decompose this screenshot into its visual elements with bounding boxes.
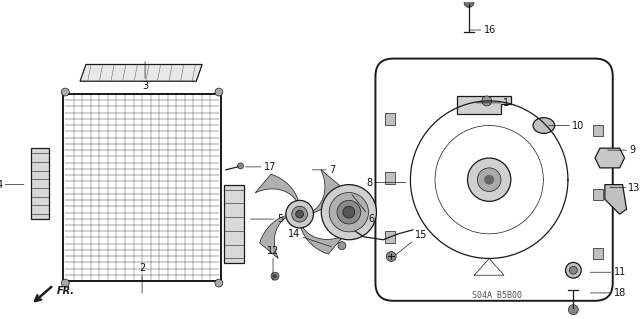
Polygon shape xyxy=(224,185,243,263)
Polygon shape xyxy=(31,148,49,219)
Bar xyxy=(593,248,603,259)
Text: 3: 3 xyxy=(142,62,148,91)
Text: 1: 1 xyxy=(477,98,509,108)
Circle shape xyxy=(477,168,501,191)
Text: 10: 10 xyxy=(548,121,584,130)
Text: 8: 8 xyxy=(366,178,406,188)
Text: 18: 18 xyxy=(590,288,626,298)
Circle shape xyxy=(286,200,314,228)
Circle shape xyxy=(215,88,223,96)
Circle shape xyxy=(482,96,492,106)
Polygon shape xyxy=(457,96,511,114)
Text: 17: 17 xyxy=(246,162,276,172)
Polygon shape xyxy=(307,170,340,214)
Bar xyxy=(385,172,395,184)
Circle shape xyxy=(329,192,369,232)
Text: 5: 5 xyxy=(250,214,283,224)
Circle shape xyxy=(61,279,69,287)
Text: 16: 16 xyxy=(470,25,496,35)
Polygon shape xyxy=(260,214,292,258)
Circle shape xyxy=(484,175,494,185)
Polygon shape xyxy=(595,148,625,168)
Text: 2: 2 xyxy=(139,263,145,293)
Circle shape xyxy=(387,252,396,261)
Text: 13: 13 xyxy=(610,182,640,193)
Circle shape xyxy=(61,88,69,96)
Circle shape xyxy=(570,266,577,274)
Text: 4: 4 xyxy=(0,180,24,189)
Circle shape xyxy=(338,242,346,249)
Bar xyxy=(593,124,603,136)
Circle shape xyxy=(337,200,361,224)
Polygon shape xyxy=(605,185,627,214)
Text: 9: 9 xyxy=(608,145,636,155)
Circle shape xyxy=(296,210,303,218)
Circle shape xyxy=(568,305,579,315)
Circle shape xyxy=(215,279,223,287)
Circle shape xyxy=(273,274,277,278)
Bar xyxy=(385,231,395,243)
Circle shape xyxy=(467,158,511,201)
Text: 15: 15 xyxy=(396,230,427,255)
Circle shape xyxy=(237,163,243,169)
Text: 12: 12 xyxy=(267,246,279,280)
Polygon shape xyxy=(255,174,300,206)
Text: 7: 7 xyxy=(312,165,335,175)
Polygon shape xyxy=(80,64,202,81)
Text: FR.: FR. xyxy=(56,286,74,296)
Bar xyxy=(385,113,395,124)
Circle shape xyxy=(566,263,581,278)
Text: 6: 6 xyxy=(352,195,374,224)
Circle shape xyxy=(271,272,279,280)
Circle shape xyxy=(292,206,307,222)
Bar xyxy=(593,189,603,200)
Text: S04A B5B00: S04A B5B00 xyxy=(472,291,522,300)
Circle shape xyxy=(321,185,376,240)
Ellipse shape xyxy=(533,118,555,133)
Text: 11: 11 xyxy=(590,267,626,277)
Text: 14: 14 xyxy=(288,229,331,247)
Circle shape xyxy=(343,206,355,218)
Polygon shape xyxy=(474,258,504,275)
Circle shape xyxy=(464,0,474,7)
Polygon shape xyxy=(300,222,344,254)
